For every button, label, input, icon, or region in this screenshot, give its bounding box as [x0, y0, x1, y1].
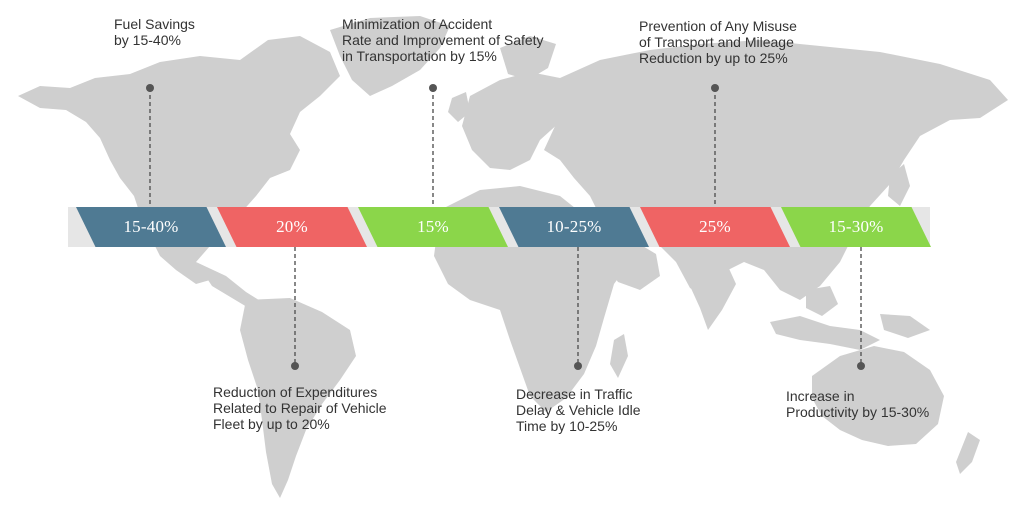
india-shape — [690, 262, 736, 330]
borneo-shape — [806, 286, 838, 316]
label-productivity: Increase in Productivity by 15-30% — [786, 388, 930, 420]
label-fuel-savings: Fuel Savings by 15-40% — [114, 16, 195, 48]
connector-traffic-delay — [574, 247, 582, 370]
timeline-segment-6: 15-30% — [781, 207, 931, 247]
uk-shape — [448, 92, 470, 122]
indonesia-shape — [770, 316, 880, 350]
connector-productivity — [857, 247, 865, 370]
timeline-segment-1: 15-40% — [76, 207, 226, 247]
connector-productivity-dot — [857, 362, 865, 370]
central-america-shape — [196, 262, 262, 310]
scandinavia-shape — [500, 36, 556, 80]
connector-expenditures-dot — [291, 362, 299, 370]
connector-traffic-delay-dot — [574, 362, 582, 370]
label-expenditures: Reduction of Expenditures Related to Rep… — [213, 384, 387, 432]
greenland-shape — [330, 16, 450, 96]
label-traffic-delay: Decrease in Traffic Delay & Vehicle Idle… — [516, 386, 641, 434]
south-america-shape — [240, 298, 356, 498]
connector-fuel-savings-dot — [146, 84, 154, 92]
japan-shape — [888, 164, 910, 206]
timeline-segment-5: 25% — [640, 207, 790, 247]
timeline-segment-3: 15% — [358, 207, 508, 247]
new-guinea-shape — [880, 314, 930, 338]
connector-safety — [429, 84, 437, 207]
australia-shape — [812, 346, 944, 446]
connector-safety-dot — [429, 84, 437, 92]
timeline-segment-2: 20% — [217, 207, 367, 247]
label-misuse: Prevention of Any Misuse of Transport an… — [639, 18, 797, 66]
connector-fuel-savings — [146, 84, 154, 207]
europe-shape — [462, 72, 570, 170]
connector-misuse — [711, 84, 719, 207]
north-america-shape — [18, 36, 340, 284]
connector-misuse-dot — [711, 84, 719, 92]
label-safety: Minimization of Accident Rate and Improv… — [342, 16, 544, 64]
madagascar-shape — [610, 334, 628, 378]
connector-expenditures — [291, 247, 299, 370]
timeline-segment-4: 10-25% — [499, 207, 649, 247]
new-zealand-shape — [956, 432, 980, 474]
